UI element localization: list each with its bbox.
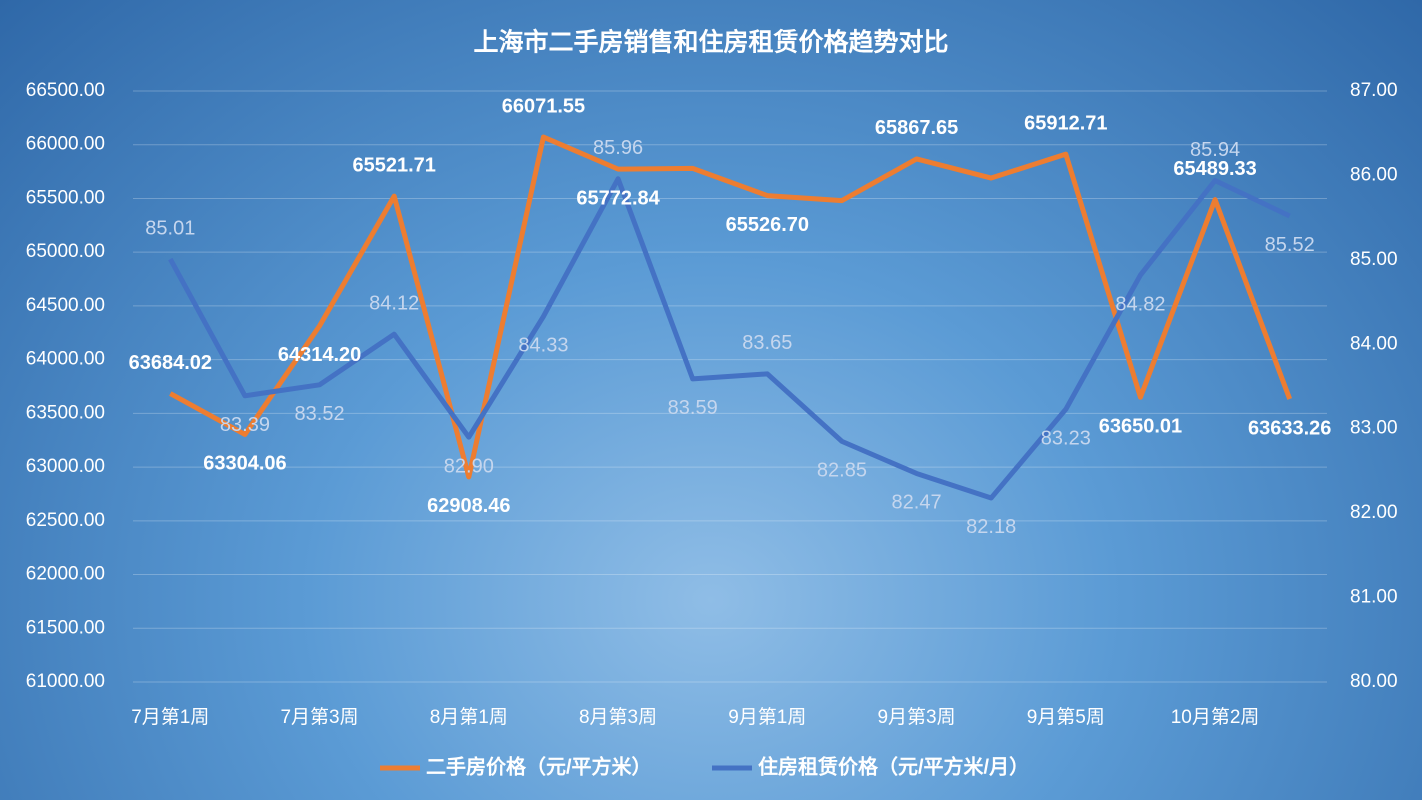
data-label: 83.39 xyxy=(220,414,270,436)
data-label: 85.01 xyxy=(145,217,195,239)
y2-tick-label: 80.00 xyxy=(1350,671,1398,692)
x-tick-label: 8月第3周 xyxy=(579,706,657,728)
y2-tick-label: 85.00 xyxy=(1350,249,1398,270)
data-label: 83.23 xyxy=(1041,428,1091,450)
legend-label: 二手房价格（元/平方米） xyxy=(426,754,652,778)
y-tick-label: 66000.00 xyxy=(26,134,105,155)
y-tick-label: 65500.00 xyxy=(26,187,105,208)
data-label: 63304.06 xyxy=(203,453,286,475)
x-tick-label: 7月第3周 xyxy=(280,706,358,728)
data-label: 65912.71 xyxy=(1024,112,1107,134)
y-tick-label: 61500.00 xyxy=(26,617,105,638)
data-label: 65867.65 xyxy=(875,117,958,139)
x-tick-label: 8月第1周 xyxy=(430,706,508,728)
y-tick-label: 65000.00 xyxy=(26,241,105,262)
y-tick-label: 62500.00 xyxy=(26,510,105,531)
x-tick-label: 9月第3周 xyxy=(877,706,955,728)
data-label: 85.52 xyxy=(1265,234,1315,256)
y-tick-label: 63500.00 xyxy=(26,402,105,423)
y-tick-label: 61000.00 xyxy=(26,671,105,692)
data-label: 82.85 xyxy=(817,460,867,482)
x-tick-label: 9月第1周 xyxy=(728,706,806,728)
y-tick-label: 64500.00 xyxy=(26,295,105,316)
data-label: 82.47 xyxy=(892,492,942,514)
y-tick-label: 66500.00 xyxy=(26,80,105,101)
data-label: 63650.01 xyxy=(1099,416,1182,438)
data-label: 66071.55 xyxy=(502,95,585,117)
data-label: 84.12 xyxy=(369,292,419,314)
data-label: 83.59 xyxy=(668,397,718,419)
data-label: 82.18 xyxy=(966,516,1016,538)
x-tick-label: 10月第2周 xyxy=(1171,706,1260,728)
data-label: 63684.02 xyxy=(129,352,212,374)
x-tick-label: 7月第1周 xyxy=(131,706,209,728)
data-label: 83.65 xyxy=(742,332,792,354)
y2-tick-label: 83.00 xyxy=(1350,418,1398,439)
data-label: 65489.33 xyxy=(1173,158,1256,180)
y2-tick-label: 81.00 xyxy=(1350,587,1398,608)
series-line xyxy=(168,176,1291,501)
data-label: 65526.70 xyxy=(726,214,809,236)
y-tick-label: 63000.00 xyxy=(26,456,105,477)
data-label: 62908.46 xyxy=(427,495,510,517)
data-label: 84.82 xyxy=(1115,293,1165,315)
data-label: 63633.26 xyxy=(1248,417,1331,439)
legend-label: 住房租赁价格（元/平方米/月） xyxy=(758,754,1029,778)
data-label: 65521.71 xyxy=(352,154,435,176)
y2-tick-label: 84.00 xyxy=(1350,333,1398,354)
data-label: 84.33 xyxy=(518,335,568,357)
data-label: 65772.84 xyxy=(576,187,660,209)
x-tick-label: 9月第5周 xyxy=(1027,706,1105,728)
chart-title: 上海市二手房销售和住房租赁价格趋势对比 xyxy=(473,28,948,57)
data-label: 85.96 xyxy=(593,137,643,159)
data-label: 64314.20 xyxy=(278,344,361,366)
series-line xyxy=(169,134,1293,480)
data-label: 83.52 xyxy=(295,403,345,425)
y-tick-label: 62000.00 xyxy=(26,564,105,585)
data-label: 82.90 xyxy=(444,455,494,477)
y2-tick-label: 87.00 xyxy=(1350,80,1398,101)
y2-tick-label: 86.00 xyxy=(1350,164,1398,185)
data-label: 85.94 xyxy=(1190,139,1240,161)
y2-tick-label: 82.00 xyxy=(1350,502,1398,523)
y-tick-label: 64000.00 xyxy=(26,349,105,370)
